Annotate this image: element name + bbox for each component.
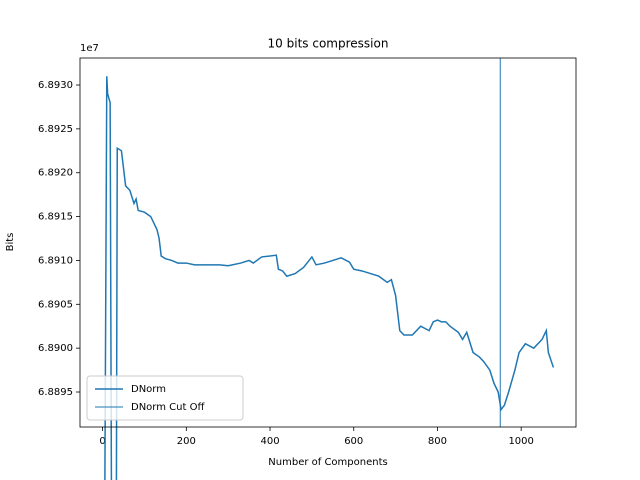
chart-title: 10 bits compression — [268, 37, 389, 51]
x-tick-label: 600 — [344, 436, 363, 447]
y-tick-label: 6.8900 — [38, 343, 73, 354]
legend-box — [86, 375, 244, 421]
y-tick-label: 6.8910 — [38, 255, 73, 266]
y-tick-label: 6.8915 — [38, 212, 73, 223]
y-tick-label: 6.8925 — [38, 124, 73, 135]
y-tick-label: 6.8920 — [38, 168, 73, 179]
plot-frame — [79, 57, 577, 428]
y-tick-label: 6.8895 — [38, 387, 73, 398]
x-tick-label: 200 — [177, 436, 196, 447]
y-tick-label: 6.8905 — [38, 299, 73, 310]
y-axis-label: Bits — [5, 233, 16, 252]
legend-label: DNorm — [131, 384, 166, 395]
data-line — [104, 76, 555, 480]
y-offset-text: 1e7 — [80, 43, 99, 54]
legend-label: DNorm Cut Off — [131, 402, 205, 413]
x-tick-label: 400 — [260, 436, 279, 447]
y-tick-label: 6.8930 — [38, 80, 73, 91]
x-tick-label: 1000 — [508, 436, 533, 447]
x-axis-label: Number of Components — [268, 457, 387, 468]
x-tick-label: 800 — [428, 436, 447, 447]
x-tick-label: 0 — [99, 436, 105, 447]
